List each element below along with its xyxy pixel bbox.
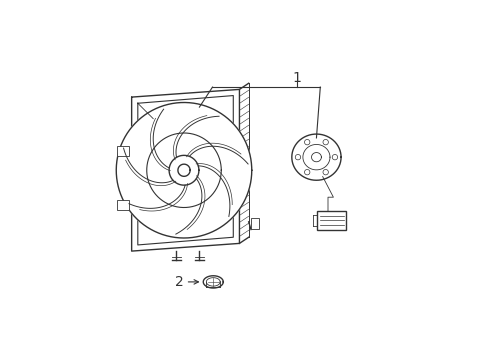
Polygon shape — [203, 276, 223, 288]
Circle shape — [304, 170, 309, 175]
Circle shape — [323, 139, 328, 145]
Polygon shape — [116, 103, 251, 238]
Circle shape — [331, 154, 337, 160]
Circle shape — [304, 139, 309, 145]
Bar — [317, 211, 346, 230]
Text: 2: 2 — [175, 275, 183, 289]
Bar — [117, 199, 129, 210]
Polygon shape — [169, 156, 199, 185]
Polygon shape — [291, 134, 341, 180]
Polygon shape — [311, 153, 321, 162]
Bar — [117, 145, 129, 156]
Circle shape — [323, 170, 328, 175]
Circle shape — [295, 154, 300, 160]
Bar — [250, 218, 258, 229]
Polygon shape — [178, 164, 190, 176]
Text: 1: 1 — [292, 71, 301, 85]
